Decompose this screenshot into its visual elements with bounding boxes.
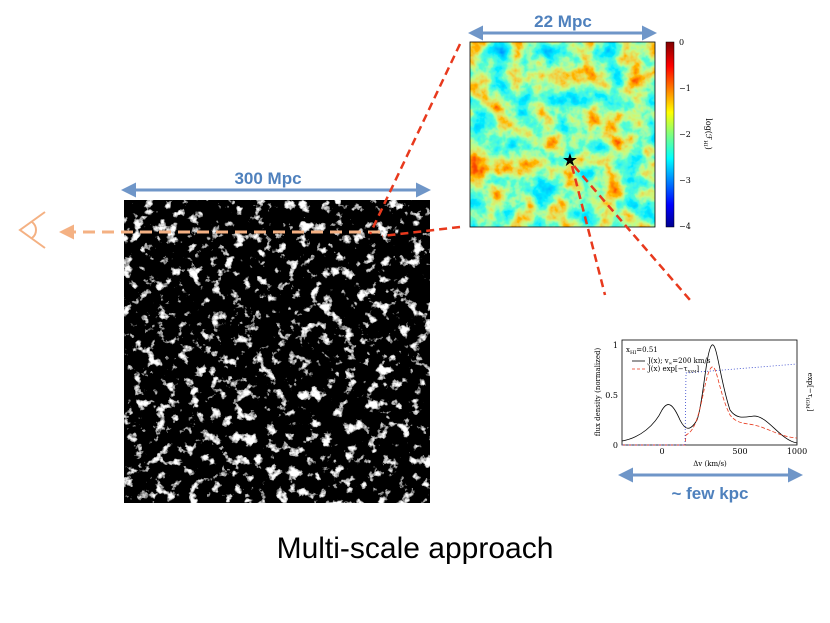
label-part: IGM (804, 398, 810, 409)
colorbar-label: log(ℱHI) (702, 118, 713, 149)
label-part: ] (806, 409, 814, 412)
label-part: HI (702, 140, 708, 146)
colorbar-tick: 0 (679, 38, 684, 47)
ionization-map (124, 200, 430, 503)
colorbar (665, 41, 675, 228)
star-icon: ★ (562, 150, 578, 170)
label-part: HI (630, 350, 636, 356)
y2-axis-label: exp[−τIGM] (804, 373, 814, 412)
transmission-line (622, 363, 798, 446)
absorbed-line (622, 366, 798, 446)
colorbar-tick: −4 (679, 222, 691, 231)
inset-frame (621, 339, 798, 446)
x-axis-label: Δv (km/s) (693, 460, 727, 468)
x-tick-label: 500 (732, 447, 747, 456)
label-part: ) (704, 147, 713, 150)
label-part: w (669, 361, 673, 366)
scale-label: 300 Mpc (234, 169, 301, 188)
annotation: xHI=0.51 (626, 346, 658, 356)
y-tick-label: 0.5 (605, 391, 618, 400)
label-part: ] (696, 365, 699, 373)
intrinsic-line (621, 344, 798, 444)
eye-icon (31, 221, 37, 239)
colorbar-ticks: 0 −1 −2 −3 −4 (679, 38, 691, 231)
y-tick-label: 0 (613, 441, 618, 450)
label-part: log(ℱ (704, 118, 713, 141)
label-part: J(x); v (647, 357, 669, 365)
zoom-line (573, 165, 691, 301)
colorbar-tick: −1 (679, 84, 691, 93)
label-part: =200 km/s (672, 357, 711, 365)
colorbar-tick: −2 (679, 130, 691, 139)
x-tick-label: 0 (659, 447, 664, 456)
label-part: IGM (687, 369, 696, 374)
map-frame (469, 41, 656, 228)
label-part: exp[−τ (806, 373, 814, 398)
y-tick-label: 1 (613, 341, 618, 350)
y-axis-label: flux density (normalized) (594, 348, 602, 437)
label-part: J(x) exp[−τ (647, 365, 688, 373)
density-map (470, 42, 655, 227)
colorbar-tick: −3 (679, 176, 691, 185)
zoom-line (381, 225, 461, 238)
legend-entry: J(x) exp[−τIGM] (647, 365, 699, 374)
zoom-line (570, 165, 607, 296)
x-tick-label: 1000 (787, 447, 807, 456)
eye-icon (18, 211, 46, 249)
label-part: x (626, 346, 630, 354)
scale-label: 22 Mpc (534, 12, 592, 31)
label-part: =0.51 (636, 346, 657, 354)
slide-title: Multi-scale approach (277, 532, 554, 565)
legend-entry: J(x); vw=200 km/s (647, 357, 711, 366)
scale-label: ~ few kpc (671, 484, 748, 503)
zoom-line (368, 43, 462, 235)
